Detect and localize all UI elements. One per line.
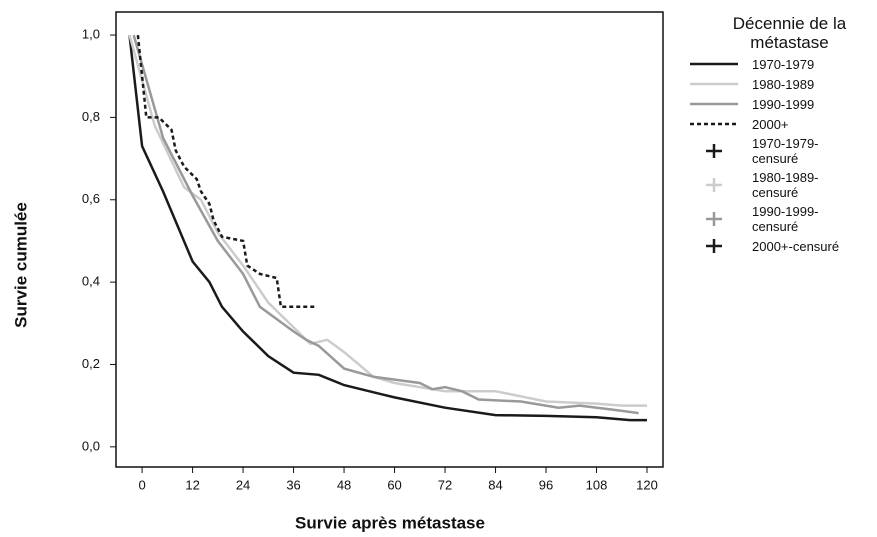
legend-title: Décennie de la métastase	[732, 14, 847, 52]
legend-swatch	[706, 144, 722, 158]
x-tick-label: 84	[488, 477, 502, 492]
x-tick-label: 24	[236, 477, 250, 492]
x-tick-label: 12	[185, 477, 199, 492]
legend-swatch	[706, 178, 722, 192]
y-tick-label: 0,0	[82, 438, 100, 453]
legend-label: 1970-1979-censuré	[752, 136, 819, 166]
legend-item: 1980-1989	[688, 76, 873, 92]
x-tick-label: 72	[438, 477, 452, 492]
legend-item: 1990-1999-censuré	[688, 204, 873, 234]
y-tick-label: 1,0	[82, 26, 100, 41]
legend-swatch	[690, 102, 738, 106]
legend-label: 2000+	[752, 116, 789, 132]
legend-label: 1980-1989-censuré	[752, 170, 819, 200]
legend-item: 1970-1979	[688, 56, 873, 72]
y-axis-label: Survie cumulée	[11, 202, 30, 328]
legend-label: 1990-1999	[752, 96, 815, 112]
legend-swatch	[690, 122, 738, 126]
x-tick-label: 0	[138, 477, 145, 492]
x-tick-label: 60	[387, 477, 401, 492]
survival-line	[132, 34, 639, 415]
plot-frame	[115, 11, 664, 468]
y-tick-label: 0,2	[82, 356, 100, 371]
legend: Décennie de la métastase 1970-1979 1980-1…	[688, 14, 873, 258]
legend-label: 1970-1979	[752, 56, 815, 72]
x-tick-label: 36	[286, 477, 300, 492]
survival-line	[136, 34, 315, 309]
legend-item: 2000+-censuré	[688, 238, 873, 254]
y-tick-label: 0,4	[82, 274, 100, 289]
x-tick-label: 96	[539, 477, 553, 492]
legend-item: 2000+	[688, 116, 873, 132]
legend-swatch	[706, 212, 722, 226]
survival-line	[128, 34, 647, 407]
x-tick-label: 120	[636, 477, 658, 492]
y-tick-label: 0,8	[82, 109, 100, 124]
legend-item: 1970-1979-censuré	[688, 136, 873, 166]
legend-label: 1980-1989	[752, 76, 815, 92]
legend-swatch	[690, 82, 738, 86]
survival-line	[128, 34, 647, 422]
legend-swatch	[706, 239, 722, 253]
legend-item: 1980-1989-censuré	[688, 170, 873, 200]
legend-label: 1990-1999-censuré	[752, 204, 819, 234]
legend-item: 1990-1999	[688, 96, 873, 112]
legend-label: 2000+-censuré	[752, 238, 840, 254]
x-tick-label: 48	[337, 477, 351, 492]
x-tick-label: 108	[586, 477, 608, 492]
legend-swatch	[690, 62, 738, 66]
x-axis-label: Survie après métastase	[295, 513, 485, 532]
y-tick-label: 0,6	[82, 191, 100, 206]
